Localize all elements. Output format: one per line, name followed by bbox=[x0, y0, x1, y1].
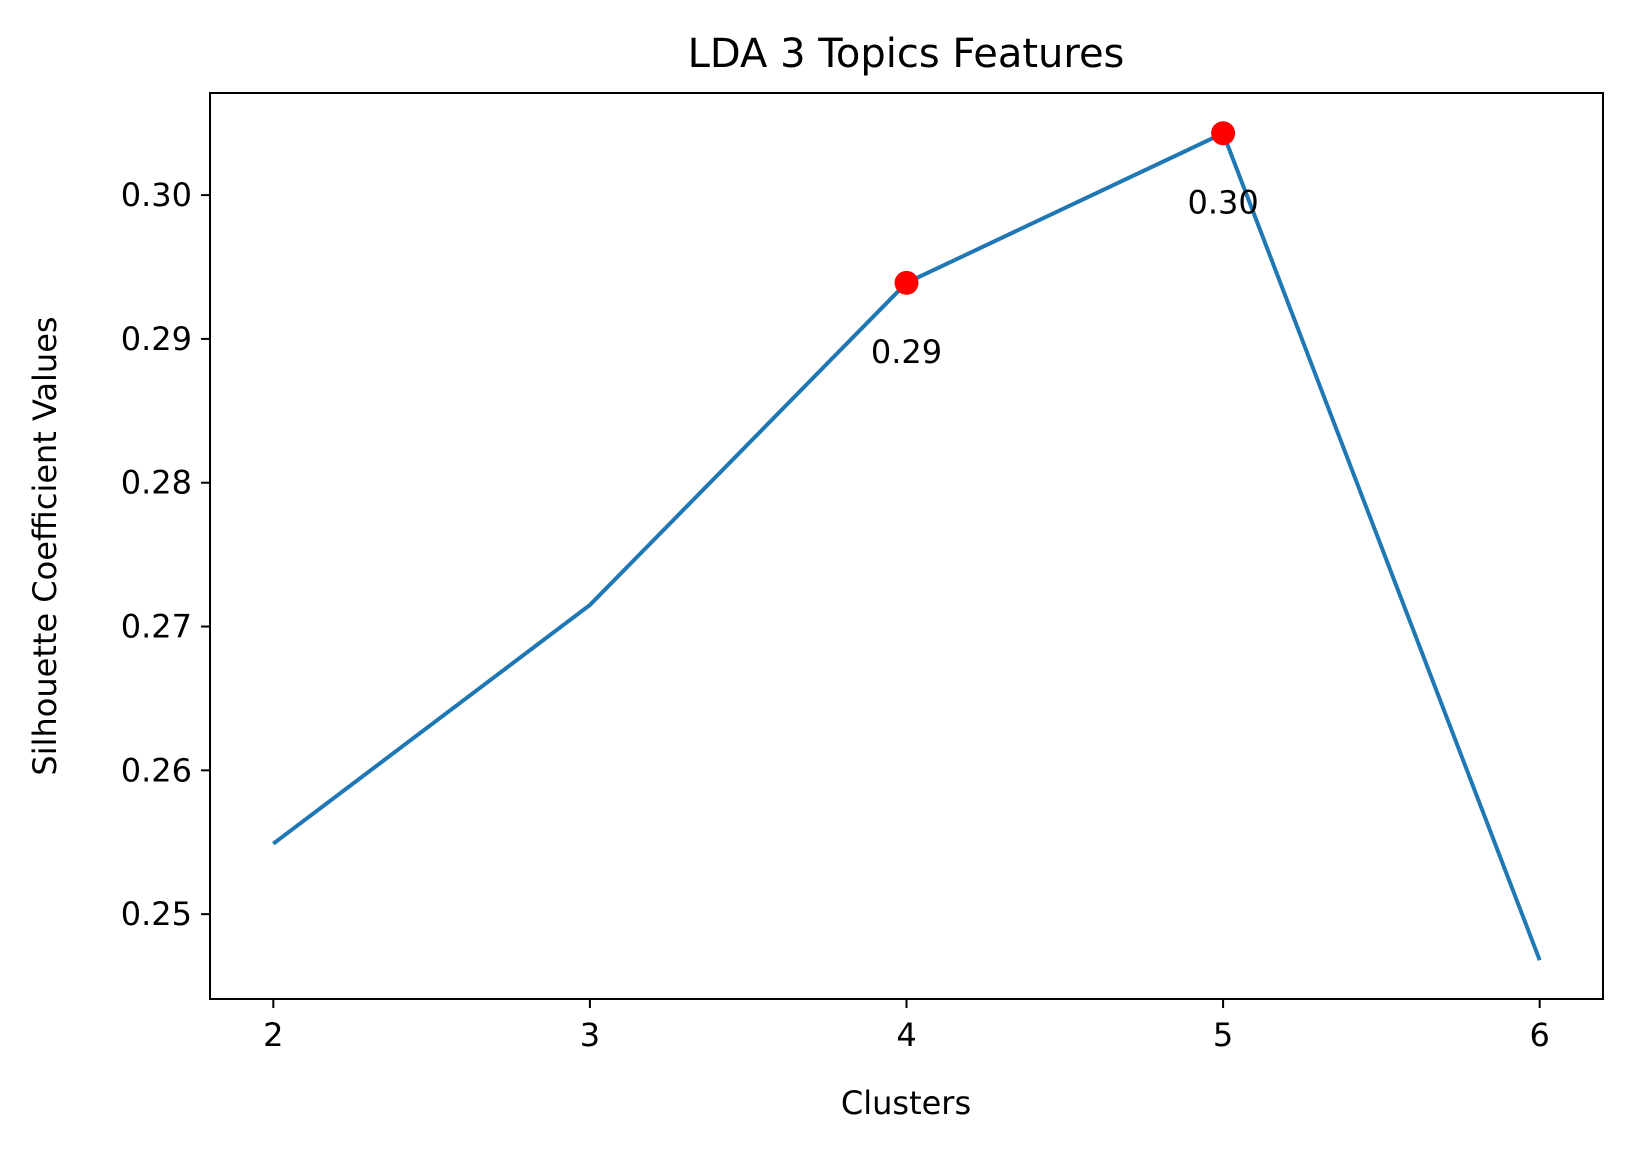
y-tick-label: 0.26 bbox=[121, 751, 192, 789]
y-tick-label: 0.30 bbox=[121, 176, 192, 214]
highlight-markers: 0.29 0.30 bbox=[871, 121, 1259, 371]
highlight-marker bbox=[894, 270, 919, 295]
y-tick-label: 0.27 bbox=[121, 608, 192, 646]
x-tick-label: 4 bbox=[896, 1016, 916, 1054]
series-line bbox=[272, 130, 1542, 961]
y-tick-label: 0.28 bbox=[121, 464, 192, 502]
x-axis-ticks: 2 3 4 5 6 bbox=[263, 999, 1550, 1054]
x-tick-label: 2 bbox=[263, 1016, 283, 1054]
point-annotation: 0.30 bbox=[1187, 183, 1258, 221]
x-tick-label: 3 bbox=[580, 1016, 600, 1054]
y-axis-ticks: 0.25 0.26 0.27 0.28 0.29 0.30 bbox=[121, 176, 210, 933]
y-axis-label: Silhouette Coefficient Values bbox=[26, 316, 64, 775]
chart-title: LDA 3 Topics Features bbox=[688, 31, 1125, 77]
y-tick-label: 0.29 bbox=[121, 320, 192, 358]
point-annotation: 0.29 bbox=[871, 333, 942, 371]
y-tick-label: 0.25 bbox=[121, 895, 192, 933]
x-tick-label: 5 bbox=[1213, 1016, 1233, 1054]
plot-area-frame bbox=[209, 92, 1604, 1000]
x-tick-label: 6 bbox=[1530, 1016, 1550, 1054]
highlight-marker bbox=[1211, 121, 1236, 146]
x-axis-label: Clusters bbox=[841, 1084, 971, 1122]
